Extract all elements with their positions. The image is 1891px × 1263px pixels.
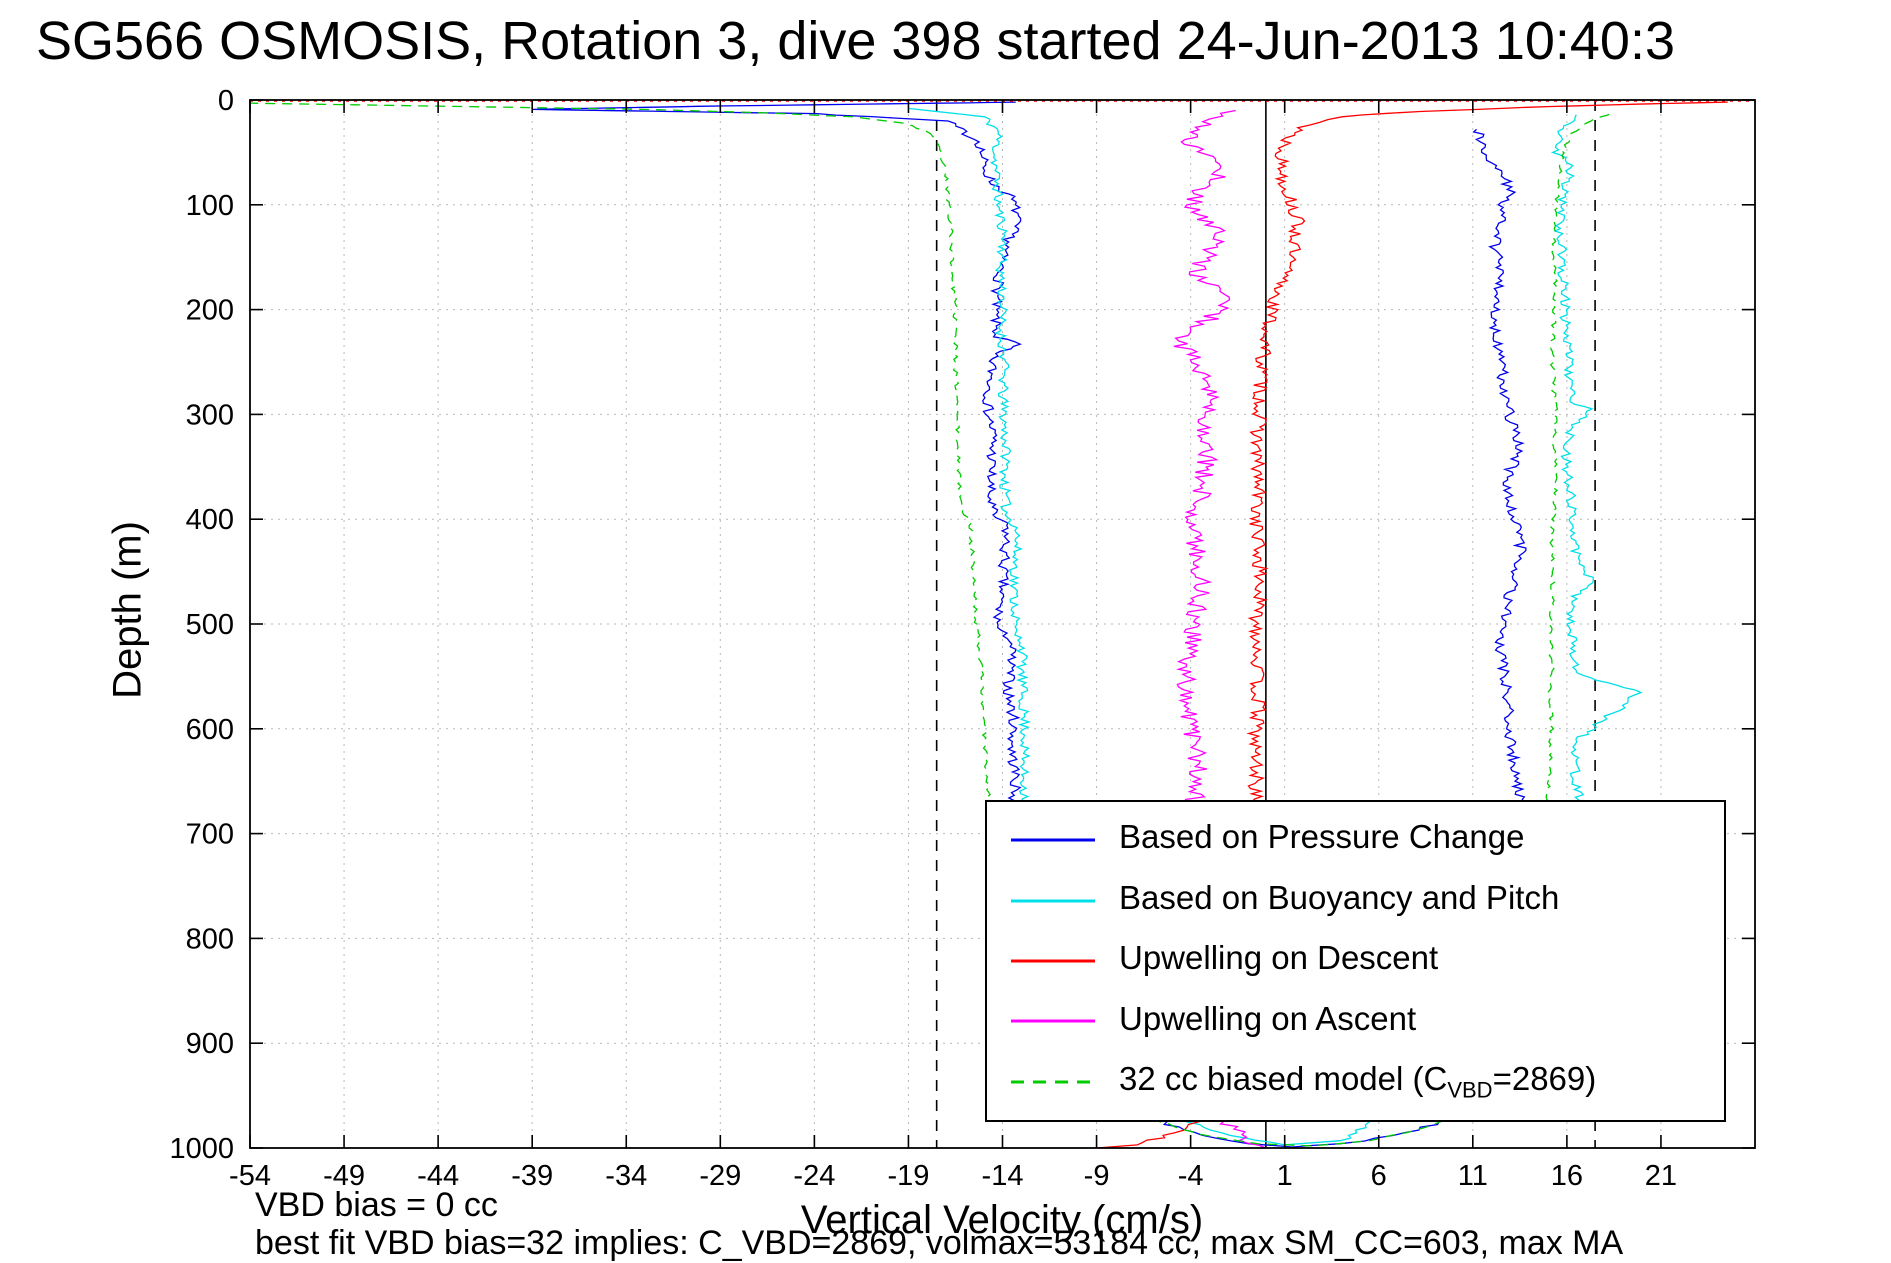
y-tick-label: 1000 <box>169 1133 234 1165</box>
x-tick-label: -54 <box>229 1160 271 1192</box>
x-tick-label: -4 <box>1178 1160 1204 1192</box>
y-tick-label: 200 <box>186 295 234 327</box>
legend: Based on Pressure Change Based on Buoyan… <box>985 800 1726 1122</box>
y-tick-label: 600 <box>186 714 234 746</box>
x-tick-label: -44 <box>417 1160 459 1192</box>
y-tick-label: 100 <box>186 190 234 222</box>
legend-label: Upwelling on Ascent <box>1119 999 1417 1037</box>
x-tick-label: -19 <box>887 1160 929 1192</box>
x-tick-label: -29 <box>699 1160 741 1192</box>
legend-label: Based on Pressure Change <box>1119 818 1525 856</box>
x-axis-label: Vertical Velocity (cm/s) <box>800 1198 1204 1242</box>
legend-item-upwelling-ascent: Upwelling on Ascent <box>1009 1000 1716 1044</box>
legend-line-sample <box>1011 959 1095 963</box>
y-tick-label: 700 <box>186 819 234 851</box>
x-tick-label: 6 <box>1371 1160 1387 1192</box>
legend-item-upwelling-descent: Upwelling on Descent <box>1009 939 1716 983</box>
legend-line-sample <box>1011 1080 1095 1084</box>
legend-item-pressure: Based on Pressure Change <box>1009 818 1716 862</box>
x-tick-label: -39 <box>511 1160 553 1192</box>
legend-label: 32 cc biased model (CVBD=2869) <box>1119 1059 1597 1103</box>
legend-line-sample <box>1011 899 1095 903</box>
vbd-bias-note: VBD bias = 0 cc <box>255 1186 498 1224</box>
legend-line-sample <box>1011 838 1095 842</box>
y-tick-label: 0 <box>218 85 234 117</box>
figure-title: SG566 OSMOSIS, Rotation 3, dive 398 star… <box>36 11 1675 71</box>
y-tick-label: 900 <box>186 1028 234 1060</box>
x-tick-label: 1 <box>1277 1160 1293 1192</box>
legend-label: Upwelling on Descent <box>1119 939 1439 977</box>
best-fit-note: best fit VBD bias=32 implies: C_VBD=2869… <box>255 1224 1624 1262</box>
x-tick-label: -24 <box>793 1160 835 1192</box>
x-tick-label: -14 <box>982 1160 1024 1192</box>
x-tick-label: -9 <box>1084 1160 1110 1192</box>
series-based-on-buoyancy-and-pitch <box>908 107 1643 1146</box>
legend-item-buoyancy-pitch: Based on Buoyancy and Pitch <box>1009 879 1716 923</box>
x-tick-label: 16 <box>1551 1160 1583 1192</box>
y-axis-label: Depth (m) <box>105 521 150 699</box>
x-tick-label: -49 <box>323 1160 365 1192</box>
y-tick-label: 500 <box>186 609 234 641</box>
x-tick-label: -34 <box>605 1160 647 1192</box>
legend-item-biased-model: 32 cc biased model (CVBD=2869) <box>1009 1060 1716 1104</box>
y-tick-label: 300 <box>186 399 234 431</box>
y-tick-label: 800 <box>186 923 234 955</box>
legend-line-sample <box>1011 1019 1095 1023</box>
legend-label: Based on Buoyancy and Pitch <box>1119 878 1560 916</box>
x-tick-label: 21 <box>1645 1160 1677 1192</box>
y-tick-label: 400 <box>186 504 234 536</box>
x-tick-label: 11 <box>1458 1160 1488 1192</box>
